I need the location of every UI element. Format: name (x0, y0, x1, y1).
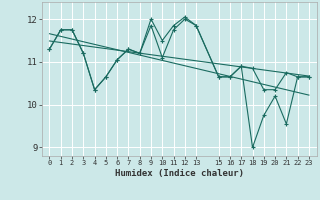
X-axis label: Humidex (Indice chaleur): Humidex (Indice chaleur) (115, 169, 244, 178)
